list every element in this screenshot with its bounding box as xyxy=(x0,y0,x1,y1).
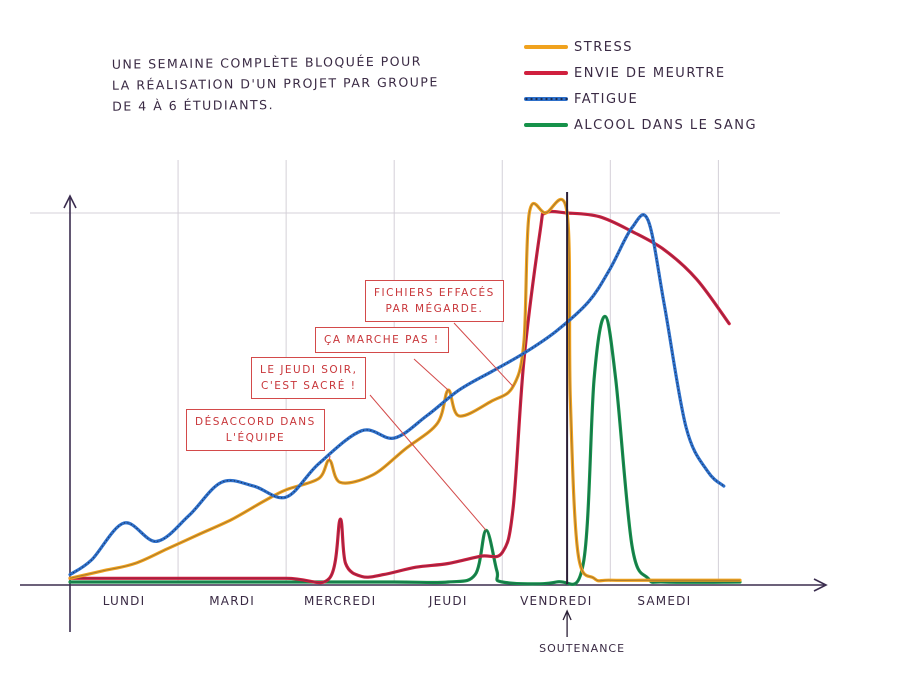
x-tick-label: LUNDI xyxy=(103,594,146,608)
x-tick-label: VENDREDI xyxy=(520,594,592,608)
stress-line xyxy=(68,197,742,583)
annotation-leader xyxy=(413,358,449,391)
annotation-fichiers-effaces: FICHIERS EFFACÉS PAR MÉGARDE. xyxy=(365,280,504,322)
annotation-jeudi-soir: LE JEUDI SOIR, C'EST SACRÉ ! xyxy=(251,357,367,399)
soutenance-arrowhead xyxy=(562,609,572,621)
title-line: LA RÉALISATION D'UN PROJET PAR GROUPE xyxy=(111,74,439,93)
annotation-desaccord: DÉSACCORD DANS L'ÉQUIPE xyxy=(186,409,325,451)
annotation-line: ÇA MARCHE PAS ! xyxy=(324,334,440,346)
axes xyxy=(20,194,828,632)
legend: STRESS ENVIE DE MEURTRE FATIGUE ALCOOL D… xyxy=(524,34,824,138)
fatigue-line-ink xyxy=(69,214,725,576)
x-tick-label: JEUDI xyxy=(428,594,468,608)
alcool-swatch xyxy=(524,123,568,127)
legend-label: ENVIE DE MEURTRE xyxy=(574,65,726,81)
x-tick-labels: LUNDI MARDI MERCREDI JEUDI VENDREDI SAMEDI xyxy=(103,594,691,608)
soutenance-label: SOUTENANCE xyxy=(539,642,625,655)
legend-label: FATIGUE xyxy=(574,91,639,107)
annotation-ca-marche-pas: ÇA MARCHE PAS ! xyxy=(315,327,449,353)
x-tick-label: MARDI xyxy=(209,594,255,608)
legend-item-stress: STRESS xyxy=(524,34,824,60)
grid xyxy=(30,160,780,582)
annotation-leader xyxy=(328,455,331,461)
annotation-line: DÉSACCORD DANS xyxy=(195,416,316,428)
annotation-line: L'ÉQUIPE xyxy=(225,432,286,444)
legend-item-alcool: ALCOOL DANS LE SANG xyxy=(524,112,824,138)
y-axis-arrow xyxy=(63,194,77,209)
fatigue-line xyxy=(68,213,726,577)
legend-label: ALCOOL DANS LE SANG xyxy=(574,117,758,133)
legend-item-fatigue: FATIGUE xyxy=(524,86,824,112)
x-tick-label: MERCREDI xyxy=(304,594,376,608)
annotation-line: C'EST SACRÉ ! xyxy=(260,380,357,392)
annotation-line: LE JEUDI SOIR, xyxy=(260,364,358,376)
annotation-leaders xyxy=(328,322,514,531)
envie-de-meurtre-line-ink xyxy=(70,210,730,584)
annotation-line: FICHIERS EFFACÉS xyxy=(374,287,495,299)
soutenance-marker: SOUTENANCE xyxy=(539,192,625,655)
stress-line-ink xyxy=(69,198,740,582)
chart-title: UNE SEMAINE COMPLÈTE BLOQUÉE POUR LA RÉA… xyxy=(112,50,443,116)
alcool-line-ink xyxy=(69,315,741,585)
envie-swatch xyxy=(524,71,568,75)
x-tick-label: SAMEDI xyxy=(637,594,691,608)
stress-swatch xyxy=(524,45,568,49)
title-line: DE 4 À 6 ÉTUDIANTS. xyxy=(112,97,275,114)
annotation-leader xyxy=(453,322,514,387)
legend-label: STRESS xyxy=(574,39,633,55)
x-axis-arrow xyxy=(813,578,828,592)
alcool-line xyxy=(68,314,742,586)
legend-item-envie-de-meurtre: ENVIE DE MEURTRE xyxy=(524,60,824,86)
annotation-line: PAR MÉGARDE. xyxy=(385,303,484,315)
fatigue-swatch xyxy=(524,97,568,101)
series-lines xyxy=(68,197,742,586)
envie-de-meurtre-line xyxy=(68,209,731,585)
annotation-leader xyxy=(369,394,487,531)
